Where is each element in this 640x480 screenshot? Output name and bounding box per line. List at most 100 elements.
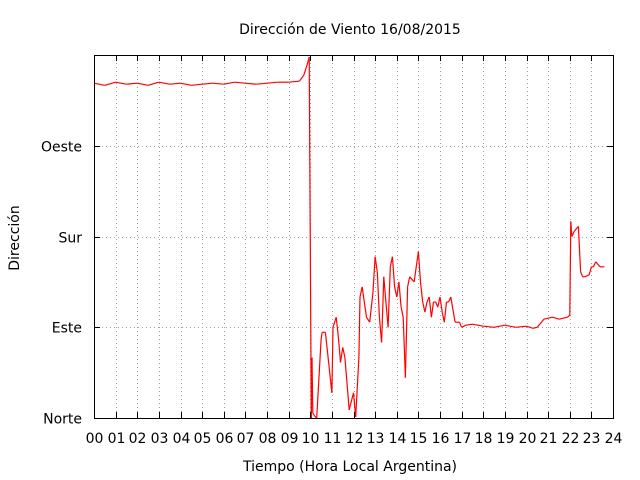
y-axis-label: Dirección: [7, 205, 23, 270]
series-segment: [424, 301, 428, 313]
series-segment: [552, 316, 560, 320]
x-tick-label: 14: [389, 431, 407, 447]
series-segment: [536, 318, 545, 328]
x-tick-label: 10: [302, 431, 320, 447]
series-segment: [567, 314, 571, 318]
series-segment: [374, 256, 378, 272]
series-segment: [493, 324, 506, 328]
x-tick-label: 02: [129, 431, 147, 447]
x-tick-label: 24: [605, 431, 623, 447]
series-segment: [288, 80, 300, 83]
series-segment: [558, 316, 568, 320]
series-segment: [402, 317, 406, 378]
series-segment: [580, 271, 584, 278]
series-segment: [407, 276, 411, 288]
tick-labels: 00 01 02 03 04 05 06 07 08 09 10 11 12 13 14 15 16 17 18 19…: [41, 140, 623, 448]
series-segment: [137, 82, 149, 86]
series-segment: [93, 82, 105, 86]
x-tick-label: 08: [259, 431, 277, 447]
series-segment: [158, 81, 170, 85]
series-segment: [335, 317, 339, 338]
grid-lines: [94, 55, 613, 418]
series-segment: [115, 81, 127, 85]
x-tick-label: 11: [324, 431, 342, 447]
x-tick-label: 15: [410, 431, 428, 447]
series-segment: [577, 226, 582, 272]
x-tick-label: 06: [216, 431, 234, 447]
series-segment: [365, 316, 371, 323]
x-tick-label: 07: [237, 431, 255, 447]
series-segment: [570, 221, 573, 237]
series-segment: [461, 324, 467, 328]
x-tick-label: 19: [497, 431, 515, 447]
y-tick-label: Sur: [58, 231, 82, 247]
x-tick-label: 18: [475, 431, 493, 447]
series-segment: [245, 82, 257, 85]
series-segment: [342, 347, 346, 358]
series-segment: [595, 261, 601, 268]
series-segment: [413, 251, 419, 282]
series-segment: [571, 231, 575, 237]
series-segment: [202, 82, 213, 85]
y-tick-label: Oeste: [41, 140, 82, 156]
series-segment: [588, 266, 592, 275]
x-tick-label: 12: [346, 431, 364, 447]
series-segment: [419, 281, 424, 303]
series-segment: [339, 347, 344, 363]
series-segment: [363, 301, 368, 318]
series-segment: [372, 256, 376, 293]
series-segment: [324, 332, 333, 393]
series-segment: [344, 357, 350, 410]
series-segment: [376, 271, 380, 318]
series-segment: [430, 301, 435, 318]
x-axis-label: Tiempo (Hora Local Argentina): [242, 459, 457, 475]
series-segment: [532, 326, 538, 329]
series-segment: [458, 321, 463, 328]
x-tick-label: 09: [281, 431, 299, 447]
series-segment: [369, 291, 374, 323]
series-segment: [104, 81, 116, 86]
series-segment: [515, 325, 527, 328]
axis-ticks: [94, 55, 614, 419]
series-segment: [543, 316, 553, 320]
series-segment: [355, 357, 360, 418]
series-segment: [223, 81, 235, 85]
x-tick-label: 01: [108, 431, 126, 447]
series-segment: [443, 301, 448, 323]
series-segment: [361, 286, 365, 303]
series-segment: [400, 306, 404, 318]
series-segment: [450, 296, 456, 323]
x-tick-label: 17: [454, 431, 472, 447]
series-segment: [504, 324, 516, 328]
x-tick-label: 00: [86, 431, 104, 447]
series-segment: [398, 281, 402, 308]
x-tick-label: 20: [519, 431, 537, 447]
series-segment: [169, 82, 181, 85]
series-segment: [381, 276, 385, 343]
series-segment: [483, 325, 495, 328]
series-segment: [409, 276, 415, 283]
series-segment: [332, 317, 337, 328]
series-segment: [472, 323, 484, 327]
series-segment: [303, 64, 308, 76]
series-segment: [428, 296, 432, 318]
series-segment: [358, 296, 361, 358]
x-tick-label: 23: [583, 431, 601, 447]
x-tick-label: 22: [562, 431, 580, 447]
series-segment: [312, 412, 316, 417]
series-segment: [212, 82, 224, 85]
x-tick-label: 04: [173, 431, 191, 447]
series-segment: [316, 339, 322, 419]
series-segment: [320, 332, 323, 340]
series-segment: [234, 81, 246, 84]
x-tick-label: 13: [367, 431, 385, 447]
series-segment: [266, 81, 278, 84]
series-segment: [383, 276, 387, 303]
y-tick-label: Norte: [43, 412, 82, 428]
series-segment: [417, 251, 422, 282]
series-segment: [191, 83, 203, 86]
series-segment: [311, 357, 314, 414]
series-segment: [256, 82, 268, 85]
x-tick-label: 05: [194, 431, 212, 447]
